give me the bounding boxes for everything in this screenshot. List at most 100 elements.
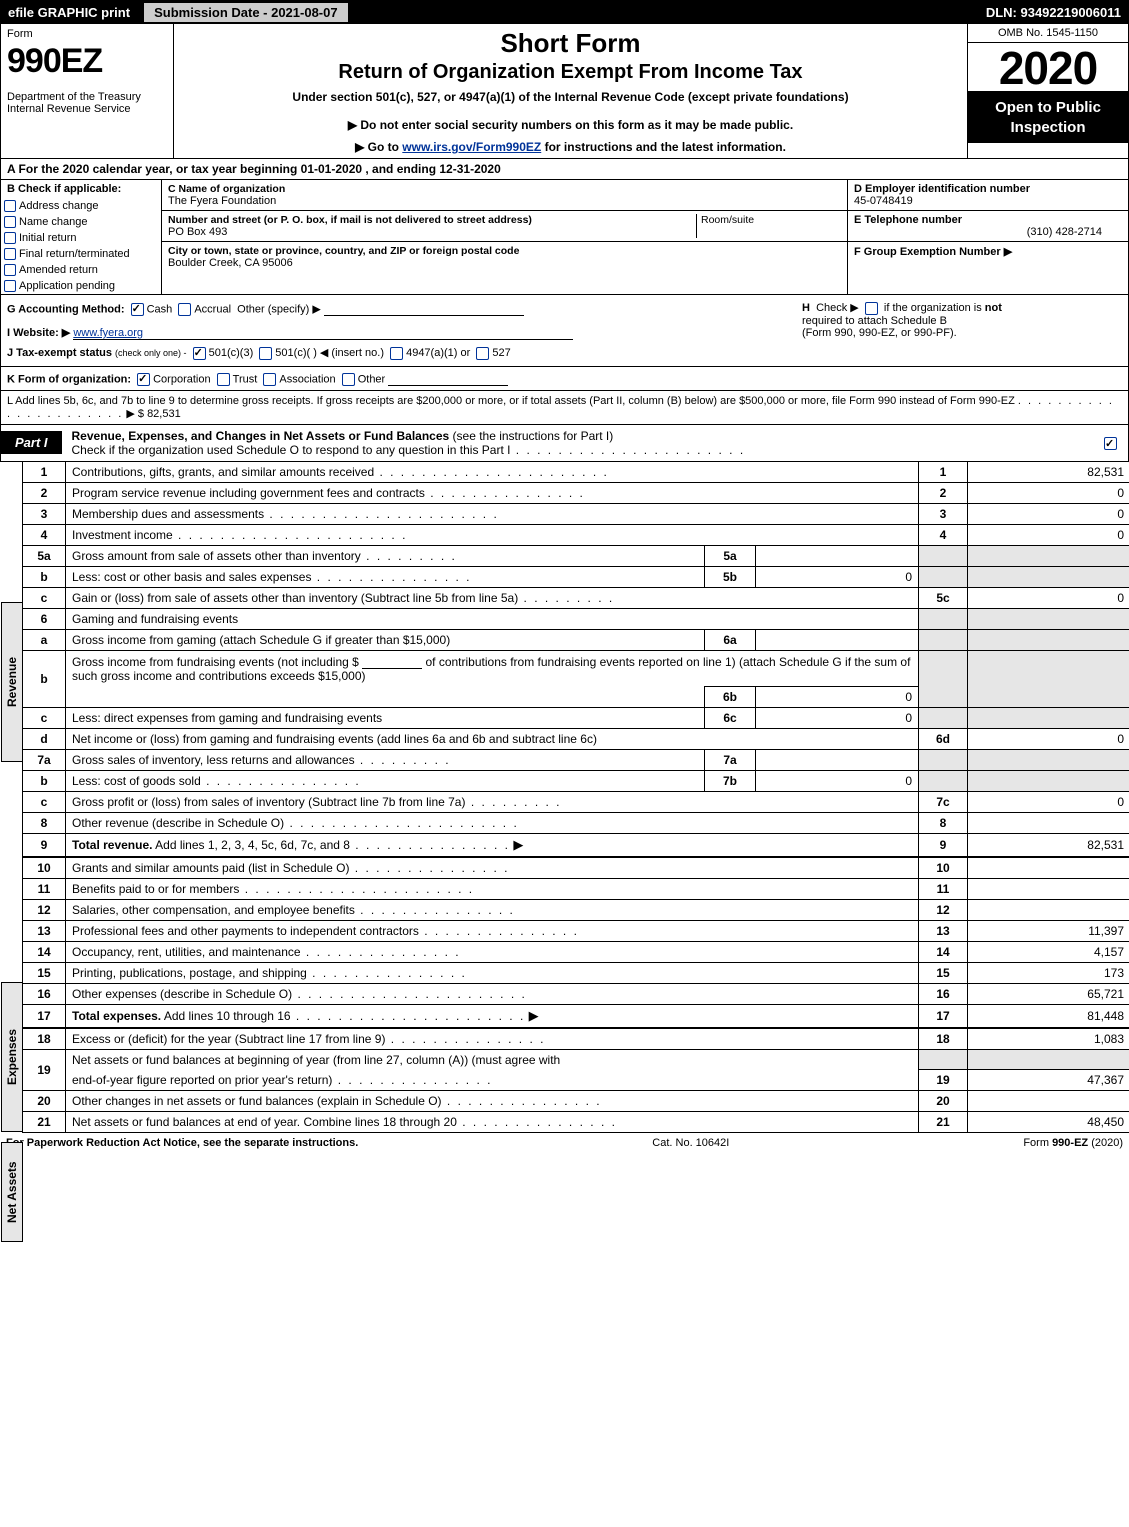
line-value: 11,397 <box>968 920 1129 941</box>
table-row: 1 Contributions, gifts, grants, and simi… <box>23 462 1129 483</box>
opt-other-org: Other <box>358 373 386 385</box>
line-num: c <box>23 791 66 812</box>
chk-501c[interactable] <box>259 347 272 360</box>
footer-right: Form 990-EZ (2020) <box>1023 1137 1123 1149</box>
desc-text: Investment income <box>72 528 173 542</box>
line-label: 16 <box>919 983 968 1004</box>
line-label-grey <box>919 629 968 650</box>
table-row: 10 Grants and similar amounts paid (list… <box>23 857 1129 879</box>
instructions-line: ▶ Go to www.irs.gov/Form990EZ for instru… <box>180 140 961 154</box>
line-label: 21 <box>919 1112 968 1133</box>
table-row: end-of-year figure reported on prior yea… <box>23 1070 1129 1091</box>
c-city-row: City or town, state or province, country… <box>162 242 847 294</box>
part1-suffix: (see the instructions for Part I) <box>449 429 613 443</box>
chk-scheduleb[interactable] <box>865 302 878 315</box>
table-row: 6 Gaming and fundraising events <box>23 608 1129 629</box>
line-num: 4 <box>23 524 66 545</box>
table-row: c Gain or (loss) from sale of assets oth… <box>23 587 1129 608</box>
line-num: 8 <box>23 812 66 833</box>
line-desc: Gross income from gaming (attach Schedul… <box>66 629 705 650</box>
contrib-amount-input[interactable] <box>362 654 422 669</box>
dots <box>311 570 471 584</box>
sub-label: 5a <box>705 545 756 566</box>
other-method-input[interactable] <box>324 301 524 316</box>
desc-text: Gain or (loss) from sale of assets other… <box>72 591 518 605</box>
line-desc: Less: cost or other basis and sales expe… <box>66 566 705 587</box>
chk-assoc[interactable] <box>263 373 276 386</box>
part1-title: Revenue, Expenses, and Changes in Net As… <box>72 429 450 443</box>
line-num: 21 <box>23 1112 66 1133</box>
opt-label: Final return/terminated <box>19 248 130 260</box>
line-num: 14 <box>23 941 66 962</box>
line-num: b <box>23 566 66 587</box>
phone-value: (310) 428-2714 <box>854 226 1122 238</box>
footer: For Paperwork Reduction Act Notice, see … <box>0 1133 1129 1153</box>
opt-527: 527 <box>492 347 510 359</box>
form-title: Return of Organization Exempt From Incom… <box>180 61 961 84</box>
line-value <box>968 899 1129 920</box>
chk-part1-scheduleo[interactable] <box>1104 437 1117 450</box>
line-num: 9 <box>23 833 66 857</box>
vtab-revenue: Revenue <box>1 602 23 762</box>
line-label-grey <box>919 1049 968 1070</box>
line-desc <box>66 686 705 707</box>
row-gh: G Accounting Method: Cash Accrual Other … <box>0 295 1129 367</box>
chk-accrual[interactable] <box>178 303 191 316</box>
header-mid: Short Form Return of Organization Exempt… <box>174 24 967 158</box>
desc-text: Professional fees and other payments to … <box>72 924 419 938</box>
chk-application-pending[interactable]: Application pending <box>1 278 161 294</box>
line-value-grey <box>968 707 1129 728</box>
chk-501c3[interactable] <box>193 347 206 360</box>
i-label: I Website: ▶ <box>7 327 70 339</box>
table-row: d Net income or (loss) from gaming and f… <box>23 728 1129 749</box>
line-label: 9 <box>919 833 968 857</box>
irs-link[interactable]: www.irs.gov/Form990EZ <box>402 140 541 154</box>
line-value: 173 <box>968 962 1129 983</box>
website-link[interactable]: www.fyera.org <box>73 327 573 340</box>
other-org-input[interactable] <box>388 371 508 386</box>
table-row: 14 Occupancy, rent, utilities, and maint… <box>23 941 1129 962</box>
line-desc: Contributions, gifts, grants, and simila… <box>66 462 919 483</box>
open-public-inspection: Open to Public Inspection <box>968 92 1128 143</box>
chk-corp[interactable] <box>137 373 150 386</box>
col-c-org: C Name of organization The Fyera Foundat… <box>162 180 847 294</box>
dots <box>385 1032 545 1046</box>
chk-name-change[interactable]: Name change <box>1 214 161 230</box>
chk-address-change[interactable]: Address change <box>1 198 161 214</box>
sub-label: 6b <box>705 686 756 707</box>
top-bar: efile GRAPHIC print Submission Date - 20… <box>0 0 1129 24</box>
line-num: 13 <box>23 920 66 941</box>
sub-label: 6c <box>705 707 756 728</box>
chk-cash[interactable] <box>131 303 144 316</box>
chk-other-org[interactable] <box>342 373 355 386</box>
line-num: 11 <box>23 878 66 899</box>
line-num: 19 <box>23 1049 66 1091</box>
chk-4947[interactable] <box>390 347 403 360</box>
table-row: 21 Net assets or fund balances at end of… <box>23 1112 1129 1133</box>
chk-amended-return[interactable]: Amended return <box>1 262 161 278</box>
dots <box>442 1094 602 1108</box>
vtab-netassets: Net Assets <box>1 1142 23 1242</box>
chk-trust[interactable] <box>217 373 230 386</box>
chk-final-return[interactable]: Final return/terminated <box>1 246 161 262</box>
line-desc: Gain or (loss) from sale of assets other… <box>66 587 919 608</box>
chk-initial-return[interactable]: Initial return <box>1 230 161 246</box>
chk-527[interactable] <box>476 347 489 360</box>
dots <box>355 903 515 917</box>
table-row: 20 Other changes in net assets or fund b… <box>23 1091 1129 1112</box>
line-num: 5a <box>23 545 66 566</box>
l-value: 82,531 <box>147 408 181 420</box>
part1-desc: Revenue, Expenses, and Changes in Net As… <box>62 425 1101 461</box>
sub-value: 0 <box>756 707 919 728</box>
dots <box>239 882 474 896</box>
checkbox-icon <box>4 264 16 276</box>
opt-label: Amended return <box>19 264 98 276</box>
footer-mid: Cat. No. 10642I <box>652 1137 729 1149</box>
dots <box>465 795 561 809</box>
line-desc: Total expenses. Add lines 10 through 16 … <box>66 1004 919 1028</box>
row-k: K Form of organization: Corporation Trus… <box>0 367 1129 391</box>
h-line3: (Form 990, 990-EZ, or 990-PF). <box>802 327 1122 339</box>
desc-text: Occupancy, rent, utilities, and maintena… <box>72 945 301 959</box>
line-num: 20 <box>23 1091 66 1112</box>
vtab-expenses: Expenses <box>1 982 23 1132</box>
